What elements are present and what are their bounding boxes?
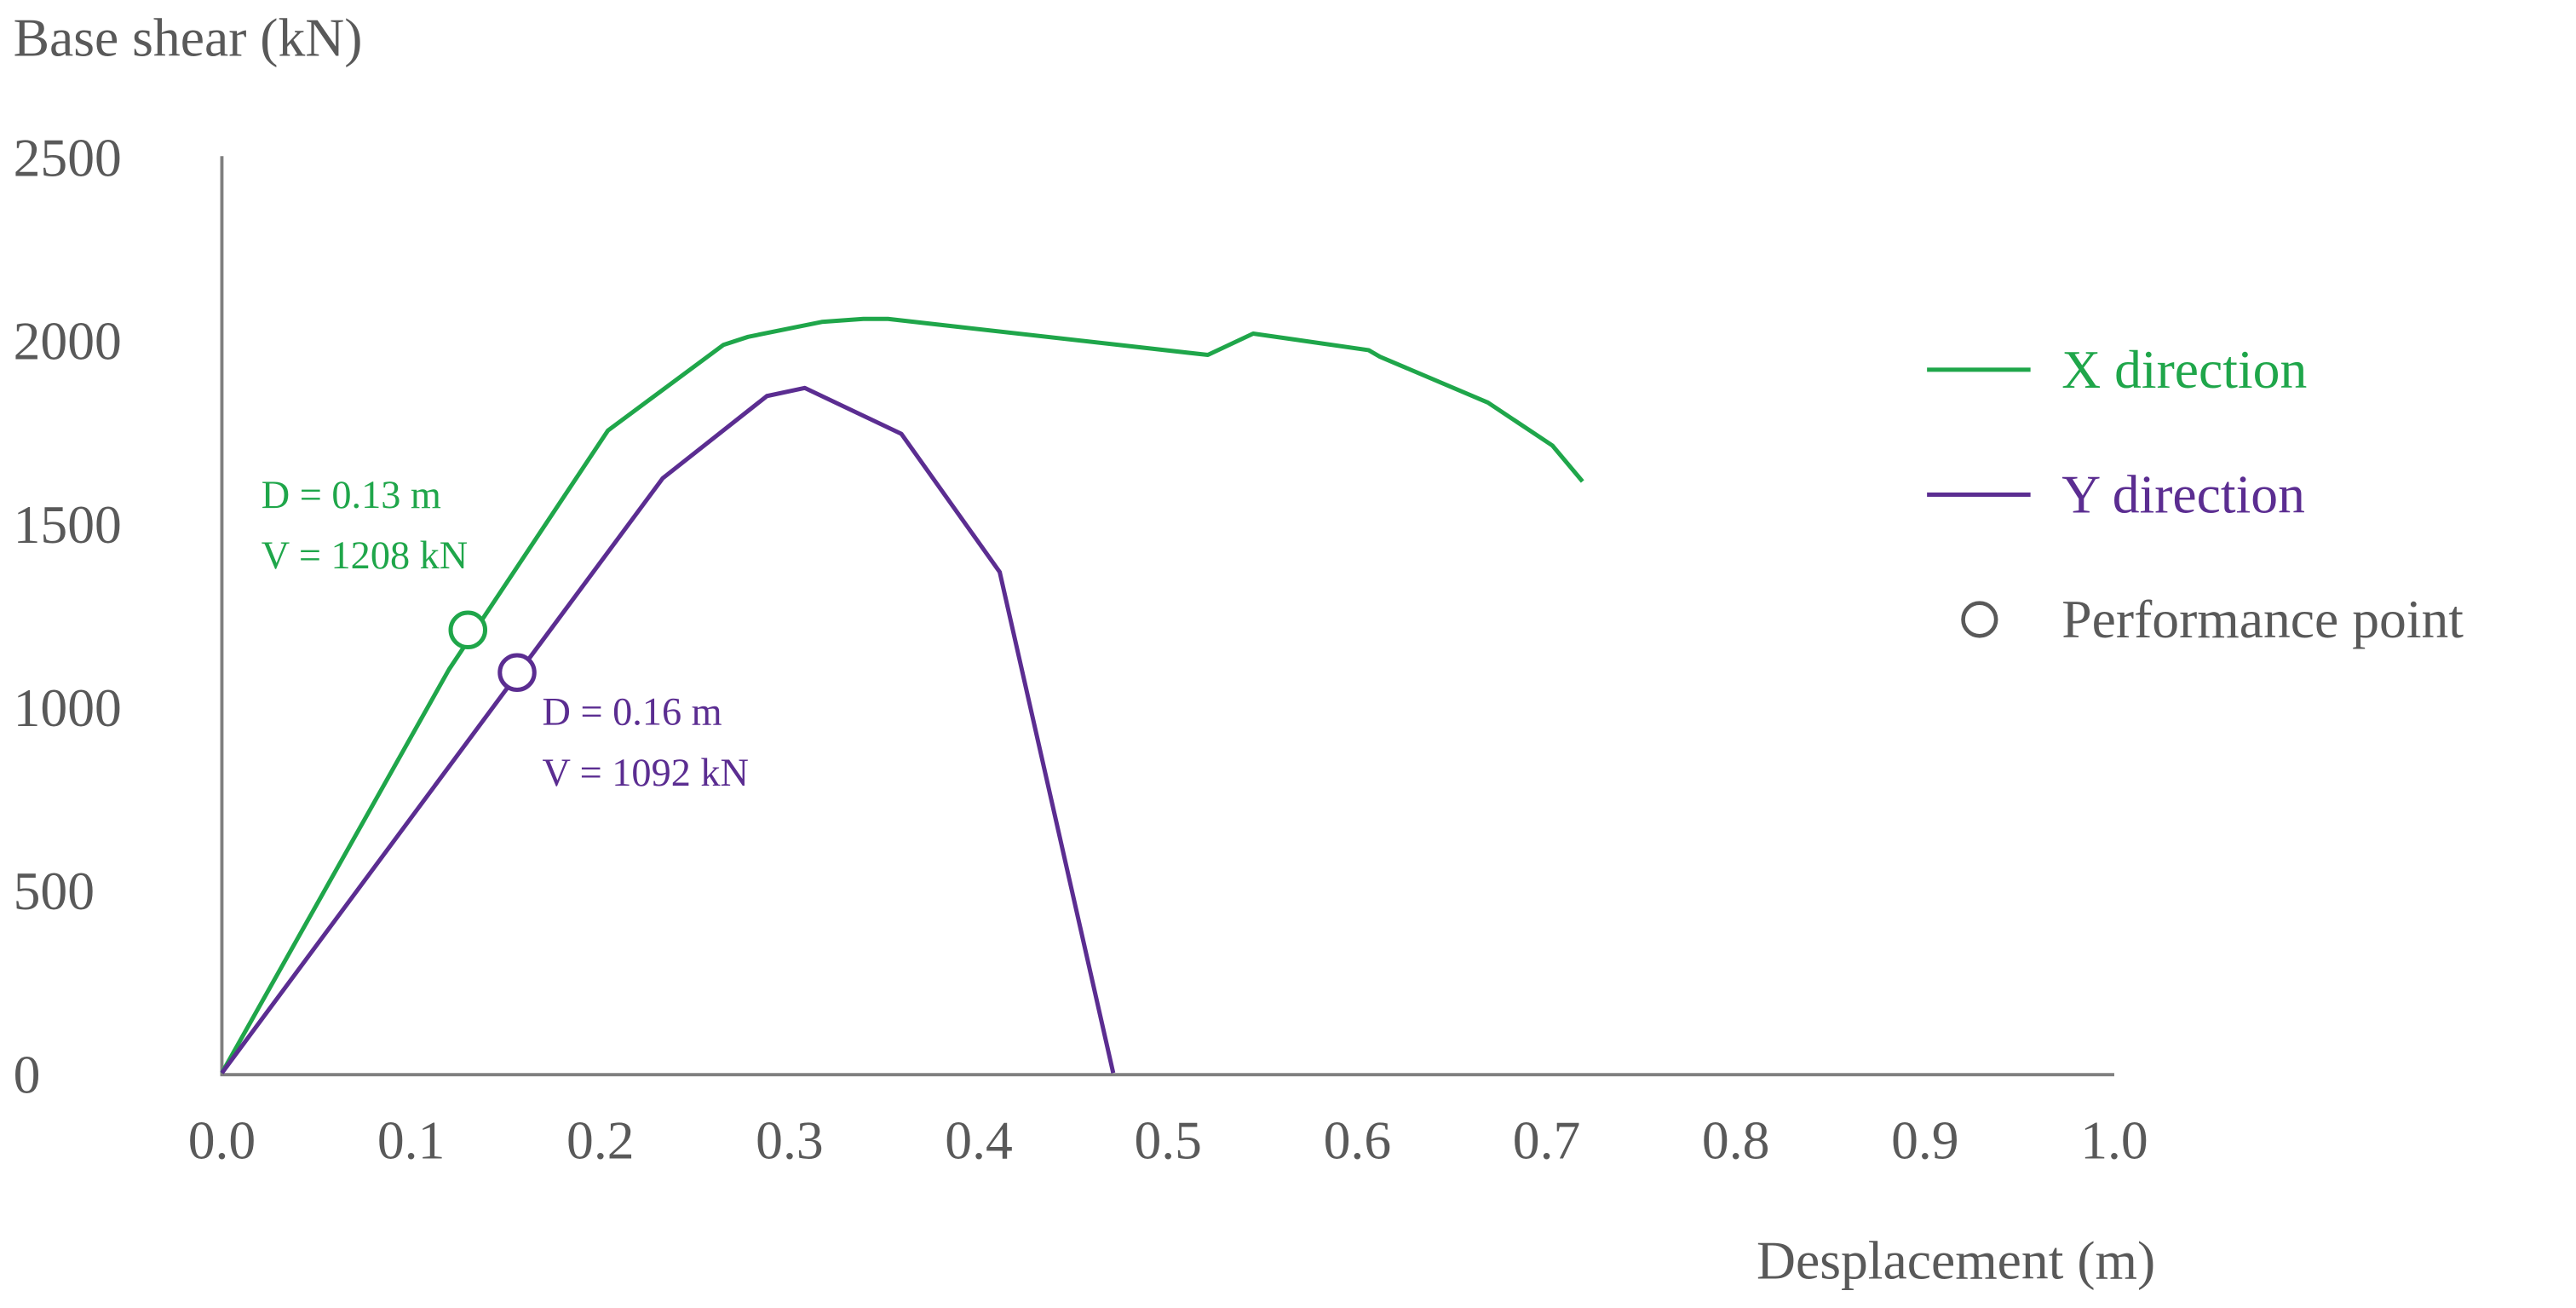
x-tick-label: 0.6: [1324, 1110, 1392, 1171]
x-tick-label: 0.1: [377, 1110, 446, 1171]
performance-point-marker: [448, 610, 488, 650]
y-tick-label: 2500: [14, 127, 122, 187]
x-axis-title: Desplacement (m): [1757, 1230, 2155, 1290]
legend-label: Performance point: [2061, 589, 2464, 649]
y-tick-label: 1000: [14, 677, 122, 738]
performance-point-marker: [497, 653, 537, 692]
y-tick-label: 1500: [14, 494, 122, 555]
x-tick-label: 0.5: [1134, 1110, 1202, 1171]
x-tick-label: 0.2: [566, 1110, 635, 1171]
y-axis-title: Base shear (kN): [14, 8, 363, 68]
performance-point-displacement: D = 0.16 m: [543, 690, 722, 734]
legend-label: X direction: [2061, 339, 2307, 400]
x-tick-label: 0.8: [1702, 1110, 1770, 1171]
legend: X direction Y direction Performance point: [1927, 339, 2464, 649]
x-tick-label: 0.3: [756, 1110, 824, 1171]
x-tick-label: 0.9: [1891, 1110, 1959, 1171]
performance-point-shear: V = 1092 kN: [543, 752, 749, 795]
y-tick-label: 0: [14, 1044, 41, 1104]
x-tick-label: 1.0: [2080, 1110, 2148, 1171]
x-tick-label: 0.7: [1513, 1110, 1581, 1171]
legend-label: Y direction: [2061, 464, 2305, 525]
x-tick-label: 0.0: [188, 1110, 256, 1171]
y-tick-label: 2000: [14, 311, 122, 372]
series-line-x-direction: [220, 316, 1584, 1075]
performance-point-shear: V = 1208 kN: [262, 534, 468, 578]
series-line-y-direction: [220, 385, 1116, 1075]
performance-point-displacement: D = 0.13 m: [262, 474, 441, 517]
y-tick-label: 500: [14, 861, 95, 921]
legend-performance-point-icon: [1961, 601, 1998, 638]
x-tick-label: 0.4: [945, 1110, 1013, 1171]
